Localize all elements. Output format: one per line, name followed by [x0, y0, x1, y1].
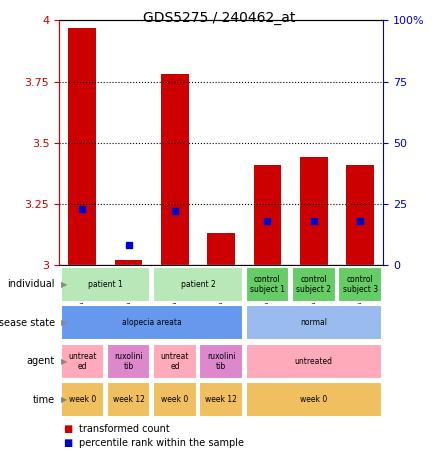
Bar — [68, 28, 96, 265]
Text: agent: agent — [27, 356, 55, 366]
Text: ▶: ▶ — [61, 357, 68, 366]
Text: ■: ■ — [64, 438, 73, 448]
FancyBboxPatch shape — [199, 382, 243, 417]
FancyBboxPatch shape — [107, 344, 150, 379]
Text: patient 2: patient 2 — [180, 280, 215, 289]
Text: percentile rank within the sample: percentile rank within the sample — [79, 438, 244, 448]
Text: untreat
ed: untreat ed — [161, 352, 189, 371]
Text: ■: ■ — [64, 424, 73, 434]
Text: week 12: week 12 — [205, 395, 237, 404]
Text: week 0: week 0 — [300, 395, 328, 404]
FancyBboxPatch shape — [153, 382, 197, 417]
Text: control
subject 3: control subject 3 — [343, 275, 378, 294]
FancyBboxPatch shape — [60, 344, 104, 379]
Text: alopecia areata: alopecia areata — [122, 318, 182, 327]
FancyBboxPatch shape — [60, 267, 150, 302]
FancyBboxPatch shape — [292, 267, 336, 302]
Bar — [207, 233, 235, 265]
FancyBboxPatch shape — [60, 305, 243, 340]
Text: time: time — [32, 395, 55, 405]
Bar — [346, 165, 374, 265]
Text: individual: individual — [7, 279, 55, 289]
Text: untreated: untreated — [295, 357, 333, 366]
Text: ▶: ▶ — [61, 318, 68, 327]
Text: control
subject 1: control subject 1 — [250, 275, 285, 294]
FancyBboxPatch shape — [153, 344, 197, 379]
FancyBboxPatch shape — [246, 344, 382, 379]
Bar — [254, 165, 281, 265]
FancyBboxPatch shape — [107, 382, 150, 417]
FancyBboxPatch shape — [338, 267, 382, 302]
Text: normal: normal — [300, 318, 327, 327]
Text: ▶: ▶ — [61, 395, 68, 404]
Bar — [161, 74, 189, 265]
Text: week 12: week 12 — [113, 395, 145, 404]
Text: week 0: week 0 — [69, 395, 96, 404]
Text: transformed count: transformed count — [79, 424, 170, 434]
Text: week 0: week 0 — [161, 395, 188, 404]
FancyBboxPatch shape — [153, 267, 243, 302]
Text: untreat
ed: untreat ed — [68, 352, 96, 371]
Text: ruxolini
tib: ruxolini tib — [114, 352, 143, 371]
FancyBboxPatch shape — [199, 344, 243, 379]
FancyBboxPatch shape — [246, 305, 382, 340]
Text: patient 1: patient 1 — [88, 280, 123, 289]
FancyBboxPatch shape — [246, 267, 289, 302]
Bar — [300, 157, 328, 265]
Text: control
subject 2: control subject 2 — [296, 275, 331, 294]
Text: ▶: ▶ — [61, 280, 68, 289]
FancyBboxPatch shape — [246, 382, 382, 417]
Bar — [115, 260, 142, 265]
Text: disease state: disease state — [0, 318, 55, 328]
FancyBboxPatch shape — [60, 382, 104, 417]
Text: ruxolini
tib: ruxolini tib — [207, 352, 236, 371]
Text: GDS5275 / 240462_at: GDS5275 / 240462_at — [143, 11, 295, 25]
